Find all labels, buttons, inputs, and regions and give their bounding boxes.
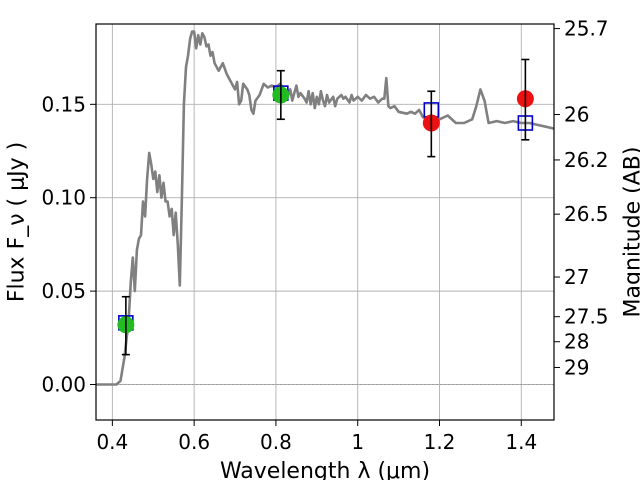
x-axis-label: Wavelength λ (μm) <box>220 459 430 480</box>
y2-tick-label: 26.5 <box>564 202 609 226</box>
x-tick-label: 1.4 <box>505 430 537 454</box>
y2-axis-label: Magnitude (AB) <box>621 147 640 318</box>
y2-tick-label: 26.2 <box>564 148 609 172</box>
y-tick-label: 0.15 <box>41 92 86 116</box>
x-tick-label: 0.6 <box>178 430 210 454</box>
y2-tick-label: 28 <box>564 330 589 354</box>
x-tick-label: 1.2 <box>424 430 456 454</box>
grid <box>96 24 554 420</box>
x-tick-label: 0.4 <box>96 430 128 454</box>
y-tick-label: 0.00 <box>41 373 86 397</box>
y-axis: 0.00 0.05 0.10 0.15 <box>41 92 96 397</box>
y2-tick-label: 26 <box>564 103 589 127</box>
y2-tick-label: 29 <box>564 355 589 379</box>
plot-area <box>96 30 555 386</box>
y-axis-label: Flux F_ν ( μJy ) <box>5 142 30 302</box>
y-tick-label: 0.10 <box>41 186 86 210</box>
spectrum-line <box>96 30 555 386</box>
x-tick-label: 1 <box>351 430 364 454</box>
y2-tick-label: 25.7 <box>564 17 609 41</box>
x-axis: 0.4 0.6 0.8 1 1.2 1.4 <box>96 420 537 454</box>
x-tick-label: 0.8 <box>260 430 292 454</box>
y-tick-label: 0.05 <box>41 279 86 303</box>
y2-tick-label: 27 <box>564 265 589 289</box>
y2-tick-label: 27.5 <box>564 305 609 329</box>
axes-frame <box>95 23 555 421</box>
